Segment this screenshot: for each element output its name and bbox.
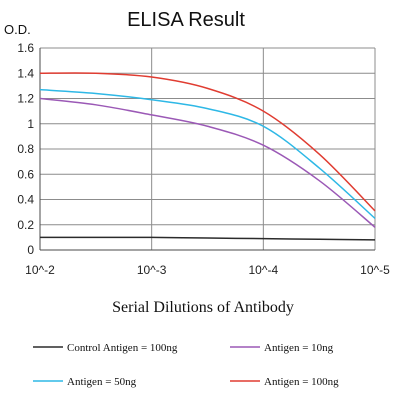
x-tick-labels: 10^-2 10^-3 10^-4 10^-5 — [25, 263, 390, 277]
y-tick-label: 1.4 — [17, 66, 34, 80]
y-tick-label: 0.8 — [17, 142, 34, 156]
y-tick-label: 0 — [27, 243, 34, 257]
y-axis-label: O.D. — [4, 22, 31, 37]
y-tick-labels: 0 0.2 0.4 0.6 0.8 1 1.2 1.4 1.6 — [17, 41, 34, 257]
y-tick-label: 0.4 — [17, 193, 34, 207]
legend: Control Antigen = 100ng Antigen = 10ng Ant… — [33, 342, 339, 388]
x-tick-label: 10^-4 — [249, 263, 279, 277]
chart-title: ELISA Result — [127, 9, 245, 31]
series-line-antigen-10ng — [39, 97, 376, 228]
y-tick-label: 1 — [27, 117, 34, 131]
x-tick-label: 10^-2 — [25, 263, 55, 277]
legend-label-antigen-10ng: Antigen = 10ng — [264, 342, 334, 354]
y-tick-label: 1.2 — [17, 92, 34, 106]
series-line-antigen-50ng — [39, 88, 376, 219]
legend-label-antigen-100ng: Antigen = 100ng — [264, 376, 339, 388]
grid-lines — [39, 47, 376, 251]
series-line-antigen-100ng — [39, 72, 376, 212]
y-tick-label: 0.6 — [17, 167, 34, 181]
y-tick-label: 0.2 — [17, 218, 34, 232]
legend-label-control-antigen-100ng: Control Antigen = 100ng — [67, 342, 178, 354]
y-tick-label: 1.6 — [17, 41, 34, 55]
x-tick-label: 10^-3 — [137, 263, 167, 277]
series-line-control-antigen-100ng — [40, 236, 376, 241]
x-tick-label: 10^-5 — [360, 263, 390, 277]
series-lines — [39, 72, 376, 241]
axes — [39, 48, 375, 251]
legend-label-antigen-50ng: Antigen = 50ng — [67, 376, 137, 388]
x-axis-label: Serial Dilutions of Antibody — [112, 299, 294, 316]
